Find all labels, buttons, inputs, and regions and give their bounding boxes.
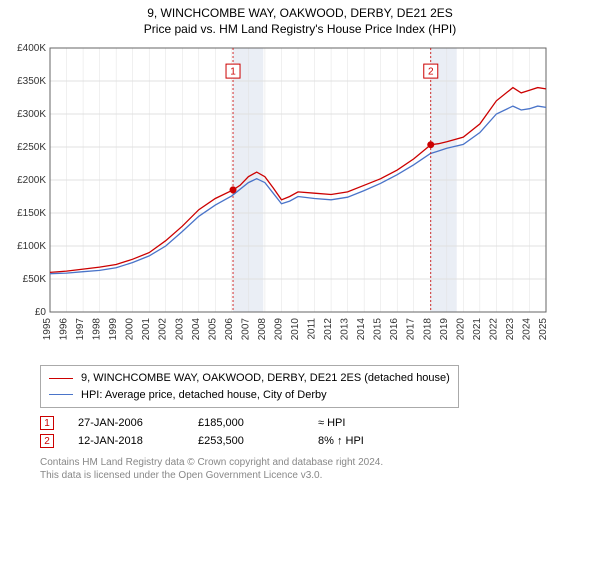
svg-text:1995: 1995 [42,318,53,341]
chart-title: 9, WINCHCOMBE WAY, OAKWOOD, DERBY, DE21 … [0,6,600,20]
sale-date: 27-JAN-2006 [78,417,198,429]
svg-text:2011: 2011 [307,318,318,340]
line-chart: £0 £50K £100K £150K £200K £250K £300K £350K £400… [10,42,556,352]
sale-rel: 8% ↑ HPI [318,435,438,447]
svg-text:2013: 2013 [340,318,351,341]
legend-swatch [49,394,73,395]
svg-text:2004: 2004 [191,318,202,341]
svg-text:2012: 2012 [323,318,334,341]
svg-text:2023: 2023 [505,318,516,341]
svg-text:£100K: £100K [17,241,46,252]
legend-item: 9, WINCHCOMBE WAY, OAKWOOD, DERBY, DE21 … [49,370,450,387]
svg-text:£150K: £150K [17,208,46,219]
svg-text:2022: 2022 [488,318,499,341]
sale-rel: ≈ HPI [318,417,438,429]
chart-area: £0 £50K £100K £150K £200K £250K £300K £350K £400… [10,42,590,357]
svg-text:2002: 2002 [158,318,169,341]
svg-text:£50K: £50K [23,274,47,285]
sale-date: 12-JAN-2018 [78,435,198,447]
svg-text:2016: 2016 [389,318,400,341]
svg-text:2007: 2007 [240,318,251,341]
svg-text:2008: 2008 [257,318,268,341]
svg-text:2005: 2005 [207,318,218,341]
sale-badge: 2 [40,434,54,448]
svg-text:2000: 2000 [125,318,136,341]
svg-text:1999: 1999 [108,318,119,341]
svg-text:£0: £0 [35,307,47,318]
legend-swatch [49,378,73,379]
svg-text:2001: 2001 [141,318,152,341]
footnote-line: Contains HM Land Registry data © Crown c… [40,456,586,469]
svg-text:2010: 2010 [290,318,301,341]
sale-badge: 1 [40,416,54,430]
footnote: Contains HM Land Registry data © Crown c… [40,456,586,482]
svg-text:1998: 1998 [92,318,103,341]
svg-text:2014: 2014 [356,318,367,341]
svg-text:2: 2 [428,67,434,78]
svg-text:£350K: £350K [17,76,46,87]
svg-text:2003: 2003 [174,318,185,341]
svg-text:1996: 1996 [59,318,70,341]
svg-text:1: 1 [230,67,236,78]
svg-text:2019: 2019 [439,318,450,341]
svg-text:£400K: £400K [17,43,46,54]
sale-price: £185,000 [198,417,318,429]
svg-text:£300K: £300K [17,109,46,120]
container: 9, WINCHCOMBE WAY, OAKWOOD, DERBY, DE21 … [0,6,600,482]
svg-text:1997: 1997 [75,318,86,341]
sale-row: 1 27-JAN-2006£185,000≈ HPI [40,414,586,432]
svg-text:2025: 2025 [538,318,549,341]
footnote-line: This data is licensed under the Open Gov… [40,469,586,482]
chart-subtitle: Price paid vs. HM Land Registry's House … [0,22,600,36]
svg-text:2018: 2018 [422,318,433,341]
sales-table: 1 27-JAN-2006£185,000≈ HPI 2 12-JAN-2018£25… [40,414,586,450]
legend-item: HPI: Average price, detached house, City… [49,387,450,404]
svg-text:2024: 2024 [521,318,532,341]
svg-text:2021: 2021 [472,318,483,341]
svg-text:£250K: £250K [17,142,46,153]
legend-label: HPI: Average price, detached house, City… [81,387,327,404]
svg-text:2020: 2020 [455,318,466,341]
svg-text:2009: 2009 [273,318,284,341]
sale-row: 2 12-JAN-2018£253,5008% ↑ HPI [40,432,586,450]
svg-text:£200K: £200K [17,175,46,186]
svg-text:2015: 2015 [373,318,384,341]
svg-text:2017: 2017 [406,318,417,341]
sale-price: £253,500 [198,435,318,447]
svg-text:2006: 2006 [224,318,235,341]
legend: 9, WINCHCOMBE WAY, OAKWOOD, DERBY, DE21 … [40,365,459,408]
legend-label: 9, WINCHCOMBE WAY, OAKWOOD, DERBY, DE21 … [81,370,450,387]
